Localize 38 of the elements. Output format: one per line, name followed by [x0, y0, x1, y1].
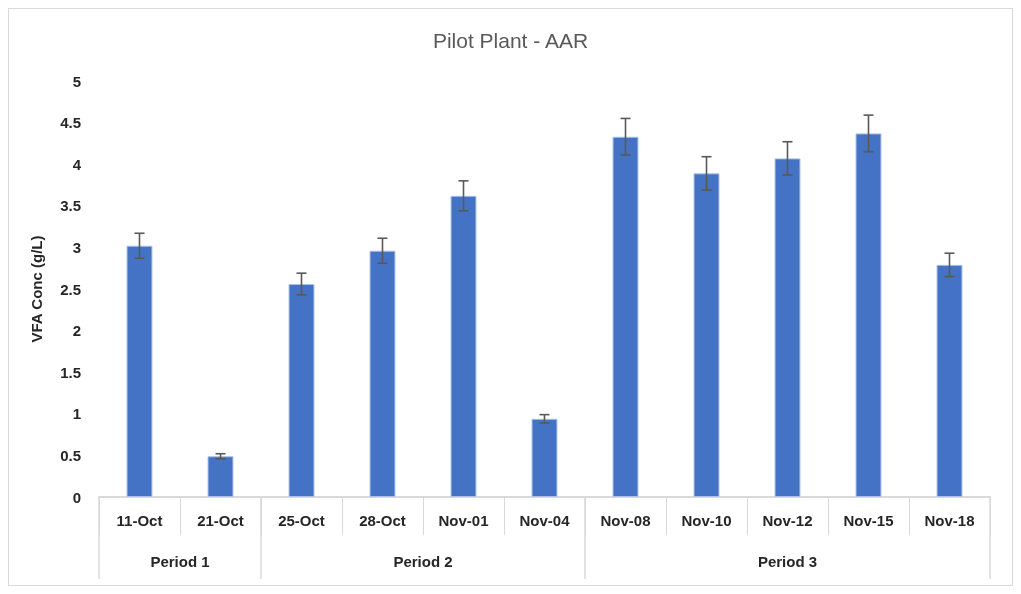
bar [126, 245, 153, 497]
bar [774, 158, 801, 497]
bar [207, 456, 234, 497]
y-tick-label: 4 [72, 155, 82, 173]
text: Period 3 [757, 552, 818, 570]
y-tick-label: 3 [72, 238, 81, 256]
chart-title: Pilot Plant - AAR [432, 29, 589, 52]
x-tick-label: Nov-04 [519, 512, 571, 529]
text: Period 1 [150, 552, 210, 570]
bar [936, 264, 963, 497]
y-tick-label: 1.5 [60, 363, 81, 381]
bar [855, 133, 882, 497]
bar [450, 195, 477, 497]
x-tick-label: 28-Oct [359, 512, 406, 529]
bar [369, 250, 396, 497]
y-tick-label: 0 [72, 488, 81, 506]
x-tick-label: 25-Oct [278, 512, 325, 529]
x-tick-label: 11-Oct [116, 512, 163, 529]
bar [693, 173, 720, 497]
y-tick-label: 3.5 [60, 197, 81, 215]
y-tick-label: 5 [72, 72, 81, 90]
x-tick-label: Nov-15 [843, 512, 894, 529]
x-tick-label: Nov-10 [681, 512, 732, 529]
x-tick-label: Nov-12 [762, 512, 813, 529]
bar [531, 418, 558, 497]
bar [612, 136, 639, 497]
y-tick-label: 4.5 [60, 114, 81, 132]
y-tick-label: 2 [72, 322, 81, 340]
y-axis-title: VFA Conc (g/L) [28, 235, 45, 343]
bar [288, 284, 315, 497]
y-tick-label: 2.5 [60, 280, 81, 298]
x-tick-label: Nov-18 [924, 512, 975, 529]
y-tick-label: 1 [72, 405, 81, 423]
text: Period 2 [393, 552, 453, 570]
x-tick-label: 21-Oct [197, 512, 244, 529]
y-tick-label: 0.5 [60, 446, 81, 464]
x-tick-label: Nov-01 [438, 512, 489, 529]
x-tick-label: Nov-08 [600, 512, 651, 529]
